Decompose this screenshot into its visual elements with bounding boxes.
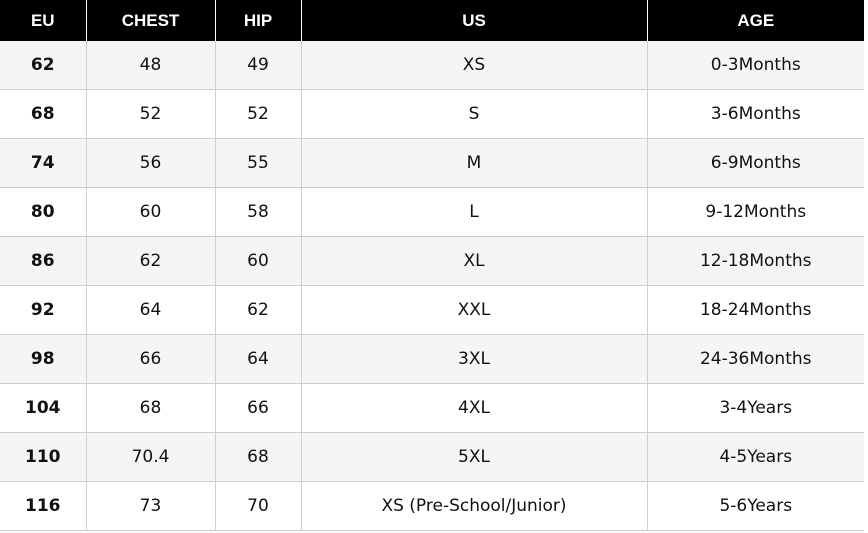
chest-cell: 60 <box>86 187 216 237</box>
age-cell: 6-9Months <box>647 138 864 188</box>
table-header: EU CHEST HIP US AGE <box>0 0 864 41</box>
chest-cell: 64 <box>86 285 216 335</box>
age-cell: 18-24Months <box>647 285 864 335</box>
eu-cell: 98 <box>0 334 87 384</box>
chest-cell: 66 <box>86 334 216 384</box>
eu-cell: 104 <box>0 383 87 433</box>
table-row: 80 60 58 L 9-12Months <box>0 187 864 237</box>
us-cell: XS <box>301 41 648 90</box>
table-row: 98 66 64 3XL 24-36Months <box>0 334 864 384</box>
hip-cell: 58 <box>215 187 302 237</box>
hip-cell: 68 <box>215 432 302 482</box>
hip-cell: 66 <box>215 383 302 433</box>
table-row: 116 73 70 XS (Pre-School/Junior) 5-6Year… <box>0 481 864 531</box>
chest-cell: 62 <box>86 236 216 286</box>
table-row: 68 52 52 S 3-6Months <box>0 89 864 139</box>
age-cell: 24-36Months <box>647 334 864 384</box>
us-cell: 3XL <box>301 334 648 384</box>
age-cell: 12-18Months <box>647 236 864 286</box>
column-header-age: AGE <box>647 0 864 41</box>
chest-cell: 70.4 <box>86 432 216 482</box>
table-row: 74 56 55 M 6-9Months <box>0 138 864 188</box>
table-row: 92 64 62 XXL 18-24Months <box>0 285 864 335</box>
eu-cell: 92 <box>0 285 87 335</box>
hip-cell: 55 <box>215 138 302 188</box>
chest-cell: 48 <box>86 41 216 90</box>
column-header-us: US <box>301 0 648 41</box>
column-header-eu: EU <box>0 0 87 41</box>
chest-cell: 73 <box>86 481 216 531</box>
eu-cell: 62 <box>0 41 87 90</box>
us-cell: M <box>301 138 648 188</box>
table-row: 110 70.4 68 5XL 4-5Years <box>0 432 864 482</box>
eu-cell: 74 <box>0 138 87 188</box>
table-row: 62 48 49 XS 0-3Months <box>0 41 864 90</box>
hip-cell: 62 <box>215 285 302 335</box>
table-row: 86 62 60 XL 12-18Months <box>0 236 864 286</box>
eu-cell: 80 <box>0 187 87 237</box>
hip-cell: 70 <box>215 481 302 531</box>
chest-cell: 52 <box>86 89 216 139</box>
us-cell: 5XL <box>301 432 648 482</box>
table-row: 104 68 66 4XL 3-4Years <box>0 383 864 433</box>
age-cell: 9-12Months <box>647 187 864 237</box>
hip-cell: 64 <box>215 334 302 384</box>
us-cell: L <box>301 187 648 237</box>
us-cell: S <box>301 89 648 139</box>
chest-cell: 68 <box>86 383 216 433</box>
age-cell: 0-3Months <box>647 41 864 90</box>
eu-cell: 68 <box>0 89 87 139</box>
column-header-chest: CHEST <box>86 0 216 41</box>
us-cell: XXL <box>301 285 648 335</box>
eu-cell: 116 <box>0 481 87 531</box>
us-cell: XL <box>301 236 648 286</box>
us-cell: 4XL <box>301 383 648 433</box>
eu-cell: 86 <box>0 236 87 286</box>
chest-cell: 56 <box>86 138 216 188</box>
eu-cell: 110 <box>0 432 87 482</box>
hip-cell: 52 <box>215 89 302 139</box>
age-cell: 3-6Months <box>647 89 864 139</box>
age-cell: 3-4Years <box>647 383 864 433</box>
age-cell: 4-5Years <box>647 432 864 482</box>
table-body: 62 48 49 XS 0-3Months 68 52 52 S 3-6Mont… <box>0 41 864 531</box>
header-row: EU CHEST HIP US AGE <box>0 0 864 41</box>
age-cell: 5-6Years <box>647 481 864 531</box>
column-header-hip: HIP <box>215 0 302 41</box>
hip-cell: 60 <box>215 236 302 286</box>
us-cell: XS (Pre-School/Junior) <box>301 481 648 531</box>
hip-cell: 49 <box>215 41 302 90</box>
